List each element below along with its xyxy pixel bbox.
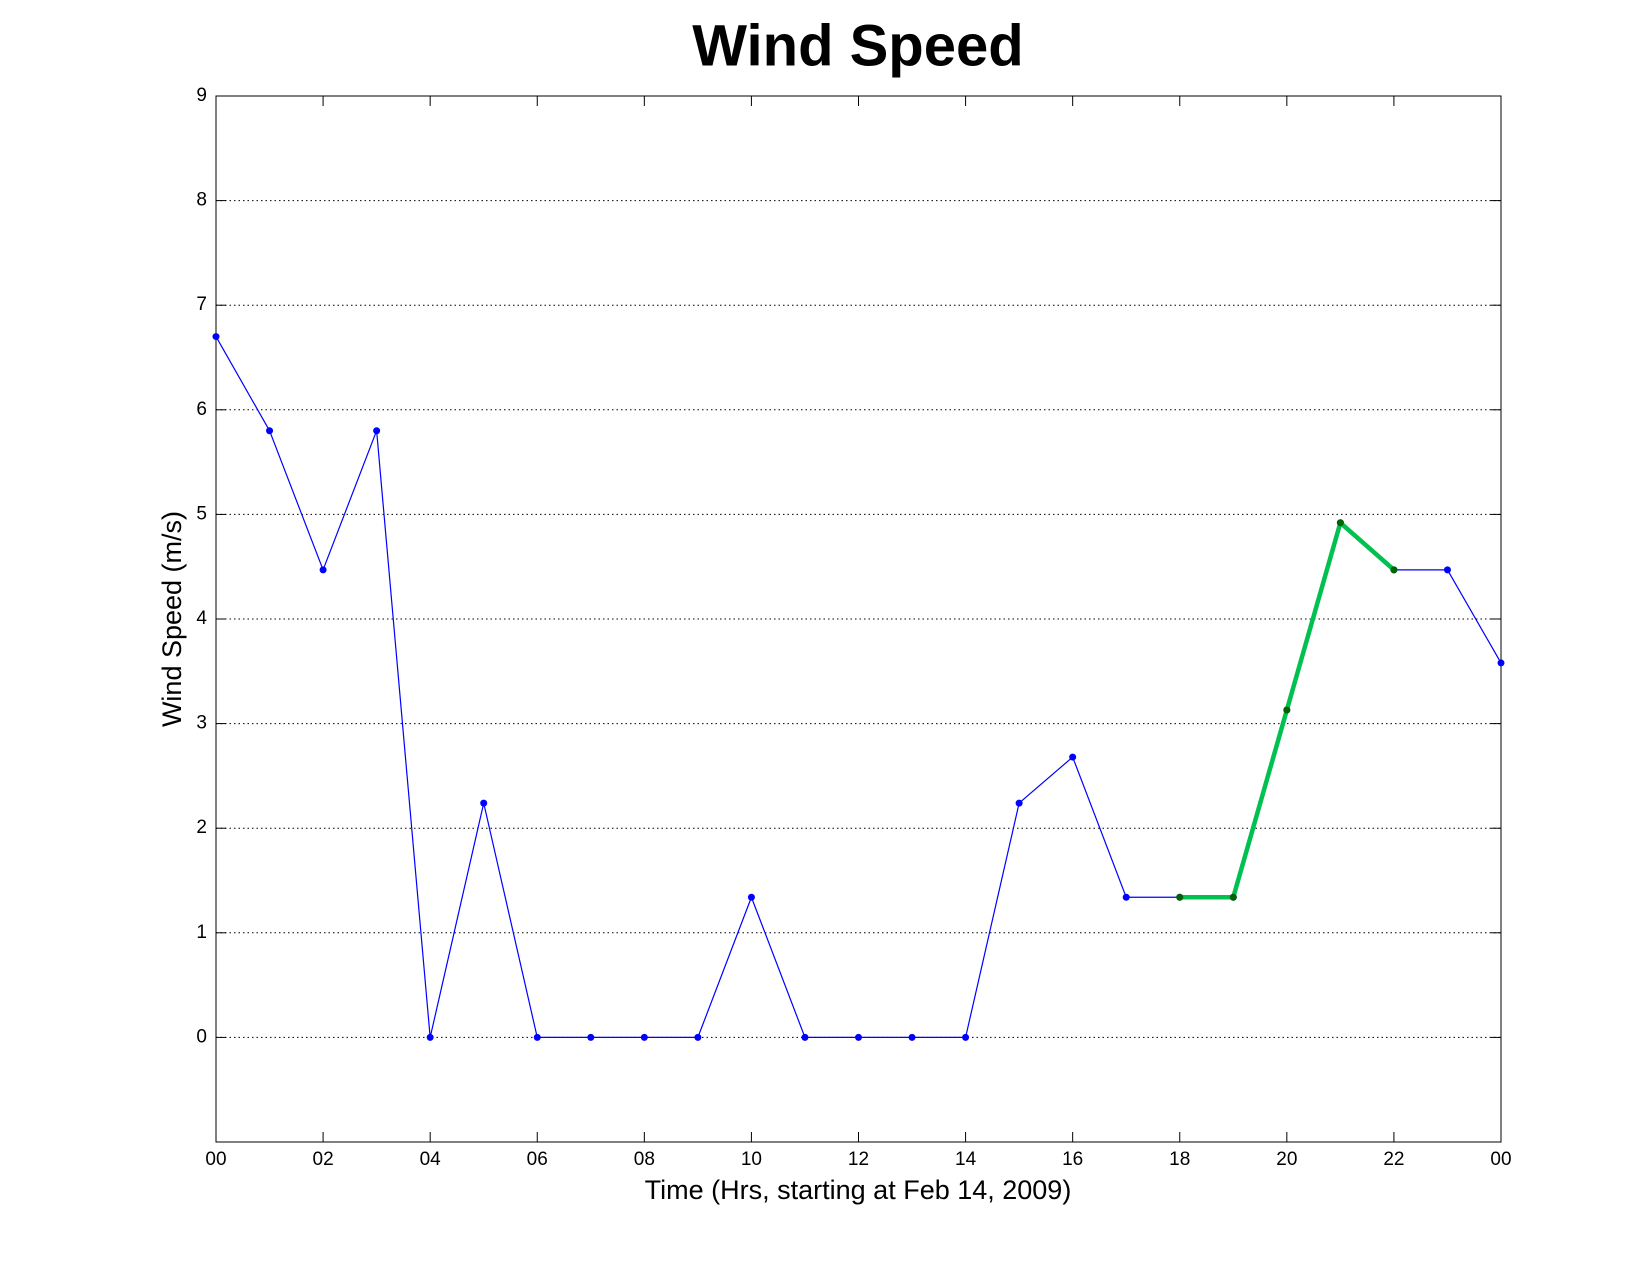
data-point [694, 1033, 702, 1041]
data-point [319, 566, 327, 574]
data-point [855, 1033, 862, 1041]
data-point [640, 1033, 648, 1041]
x-tick-label: 12 [848, 1149, 869, 1170]
data-point [266, 427, 274, 435]
data-point [1122, 893, 1130, 901]
x-tick-label: 00 [205, 1149, 226, 1170]
x-tick-label: 08 [634, 1149, 655, 1170]
data-point [587, 1033, 595, 1041]
y-tick-label: 7 [196, 294, 207, 315]
x-tick-label: 06 [527, 1149, 548, 1170]
y-tick-label: 5 [196, 503, 207, 524]
data-point [1229, 893, 1237, 901]
x-axis-label: Time (Hrs, starting at Feb 14, 2009) [645, 1175, 1072, 1205]
plot-frame [215, 95, 1502, 1143]
data-point [747, 893, 755, 901]
data-point [1069, 753, 1077, 761]
data-point [1176, 893, 1184, 901]
data-point [801, 1033, 809, 1041]
y-tick-label: 1 [196, 922, 207, 943]
y-tick-label: 0 [196, 1026, 207, 1047]
x-tick-label: 10 [741, 1149, 762, 1170]
data-point [426, 1033, 434, 1041]
data-point [373, 427, 381, 435]
data-point [1283, 706, 1291, 714]
y-tick-label: 9 [196, 85, 207, 106]
data-point [480, 799, 488, 807]
x-tick-label: 14 [955, 1149, 977, 1170]
x-tick-label: 18 [1169, 1149, 1190, 1170]
x-tick-label: 04 [420, 1149, 442, 1170]
y-axis-label: Wind Speed (m/s) [157, 511, 187, 727]
x-tick-label: 20 [1276, 1149, 1297, 1170]
chart-title: Wind Speed [692, 13, 1023, 78]
y-tick-label: 6 [196, 399, 207, 420]
data-point [1336, 519, 1344, 527]
data-point [1015, 799, 1023, 807]
y-tick-label: 2 [196, 817, 207, 838]
x-tick-label: 02 [313, 1149, 334, 1170]
data-point [533, 1033, 541, 1041]
y-tick-label: 4 [196, 608, 207, 629]
data-point [212, 333, 220, 341]
x-tick-label: 22 [1383, 1149, 1404, 1170]
data-point [1497, 659, 1505, 667]
data-point [1390, 566, 1398, 574]
x-tick-label: 16 [1062, 1149, 1083, 1170]
y-tick-label: 8 [196, 190, 207, 211]
y-tick-label: 3 [196, 713, 207, 734]
data-point [962, 1033, 970, 1041]
x-tick-label: 00 [1490, 1149, 1511, 1170]
data-point [908, 1033, 916, 1041]
data-point [1443, 566, 1451, 574]
